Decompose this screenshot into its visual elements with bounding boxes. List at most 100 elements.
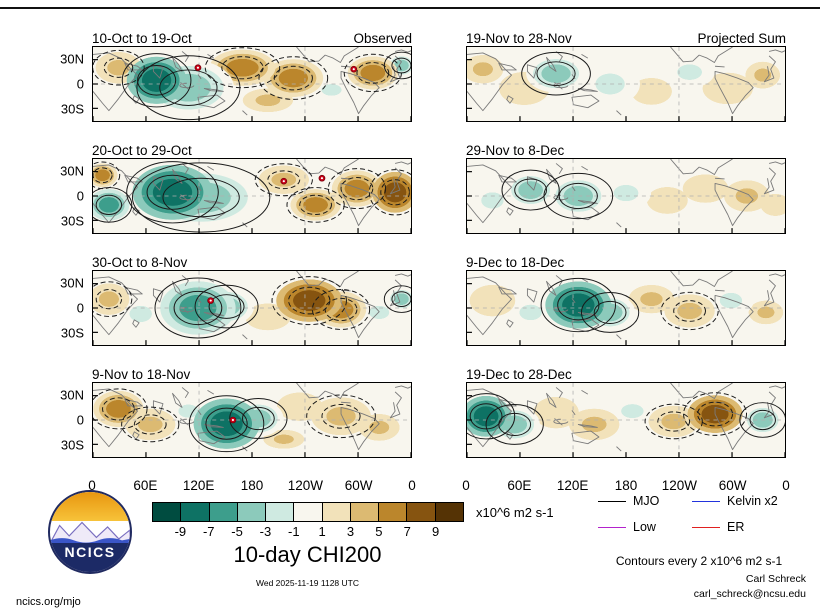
contour-line — [739, 402, 785, 438]
contour-line — [324, 297, 358, 322]
panel-body — [426, 46, 786, 122]
contour-line — [383, 285, 411, 313]
panel-title: 30-Oct to 8-Nov — [92, 255, 188, 270]
contour-line — [93, 49, 145, 86]
contour-line — [208, 294, 245, 319]
projected-column: 19-Nov to 28-Nov Projected Sum 29-Nov to 8… — [426, 26, 790, 494]
map-overlay — [93, 159, 411, 233]
colorbar-tick-label: 7 — [403, 524, 411, 539]
map-overlay — [93, 271, 411, 345]
y-tick-label: 30N — [60, 387, 84, 403]
logo-text: NCICS — [64, 544, 116, 561]
coastline-path — [715, 178, 725, 179]
coastlines — [467, 47, 785, 115]
panel-corner-label: Projected Sum — [697, 31, 786, 46]
colorbar-tick-label: -1 — [288, 524, 300, 539]
map-panel: 20-Oct to 29-Oct 30N 0 30S — [52, 138, 412, 234]
panel-title: 29-Nov to 8-Dec — [466, 143, 565, 158]
contour-line — [194, 284, 259, 329]
contour-line — [498, 412, 532, 437]
legend-line-icon — [692, 526, 720, 528]
map-frame — [92, 46, 412, 122]
coastline-path — [547, 169, 557, 183]
coastline-path — [671, 47, 733, 63]
y-tick-label: 30S — [60, 213, 84, 229]
contour-line — [93, 388, 148, 430]
coastline-path — [242, 111, 247, 115]
contour-line — [368, 169, 411, 216]
y-tick-label: 30S — [60, 101, 84, 117]
contour-line — [93, 167, 113, 184]
contour-line — [485, 403, 544, 445]
contour-line — [540, 277, 617, 333]
contour-line — [204, 47, 281, 89]
contour-line — [644, 403, 703, 440]
coastline-path — [578, 424, 597, 427]
coastline-path — [93, 53, 138, 111]
contour-line — [95, 194, 123, 215]
contour-line — [683, 392, 748, 436]
coastline-path — [572, 410, 575, 414]
coastline-path — [153, 401, 163, 414]
panel-title: 9-Nov to 18-Nov — [92, 367, 191, 382]
contour-line — [299, 194, 332, 215]
coastline-path — [341, 295, 379, 337]
timestamp: Wed 2025-11-19 1128 UTC — [255, 578, 359, 588]
panel-body: 30N 0 30S — [52, 382, 412, 458]
coastline-path — [547, 281, 557, 295]
panel-body: 30N 0 30S — [52, 270, 412, 346]
contour-line — [673, 300, 706, 322]
legend-line-icon — [598, 526, 626, 528]
contour-line — [391, 57, 411, 74]
site-link[interactable]: ncics.org/mjo — [16, 596, 81, 608]
contour-line — [93, 161, 121, 190]
coastline-path — [507, 320, 513, 327]
coastline-path — [341, 183, 379, 225]
panel-header: 19-Dec to 28-Dec — [426, 362, 786, 382]
panel-header: 10-Oct to 19-Oct Observed — [52, 26, 412, 46]
contour-line — [93, 187, 133, 223]
credit-email[interactable]: carl_schreck@ncsu.edu — [693, 588, 806, 601]
coastline-path — [125, 175, 142, 182]
contour-line — [271, 276, 347, 326]
contour-line — [221, 56, 264, 80]
y-axis-labels — [426, 270, 466, 346]
y-tick-label: 0 — [76, 76, 84, 92]
legend-item-er: ER — [692, 520, 810, 534]
coastline-path — [204, 200, 223, 203]
coastline-path — [198, 186, 201, 190]
colorbar-tick-label: 1 — [318, 524, 326, 539]
panel-body — [426, 382, 786, 458]
contour-line — [749, 409, 776, 431]
coastline-path — [297, 47, 359, 63]
coastline-path — [341, 407, 379, 449]
contour-line — [467, 393, 516, 440]
coastline-path — [769, 162, 785, 164]
coastline-path — [715, 407, 753, 449]
y-tick-label: 30S — [60, 437, 84, 453]
coastlines — [467, 159, 785, 227]
legend-line-icon — [692, 500, 720, 502]
contour-line — [173, 290, 223, 326]
coastline-path — [153, 65, 163, 78]
x-tick-label: 180 — [614, 478, 638, 493]
logo-base: NCICS — [50, 543, 130, 572]
coastline-path — [182, 275, 188, 285]
coastline-path — [198, 298, 201, 302]
x-tick-label: 60W — [718, 478, 747, 493]
contour-line — [188, 395, 265, 453]
map-panel: 29-Nov to 8-Dec — [426, 138, 786, 234]
coastline-path — [182, 163, 188, 173]
coastline-path — [769, 274, 785, 276]
y-axis-labels: 30N 0 30S — [52, 158, 92, 234]
coastline-path — [467, 389, 512, 447]
map-frame — [466, 270, 786, 346]
coastline-path — [527, 289, 537, 302]
coastline-path — [390, 168, 401, 194]
coastline-path — [507, 96, 513, 103]
contour-line — [383, 51, 411, 80]
contour-line — [93, 281, 133, 317]
contour-line — [258, 56, 329, 100]
legend-label: MJO — [633, 494, 660, 508]
colorbar-segment — [294, 503, 323, 521]
